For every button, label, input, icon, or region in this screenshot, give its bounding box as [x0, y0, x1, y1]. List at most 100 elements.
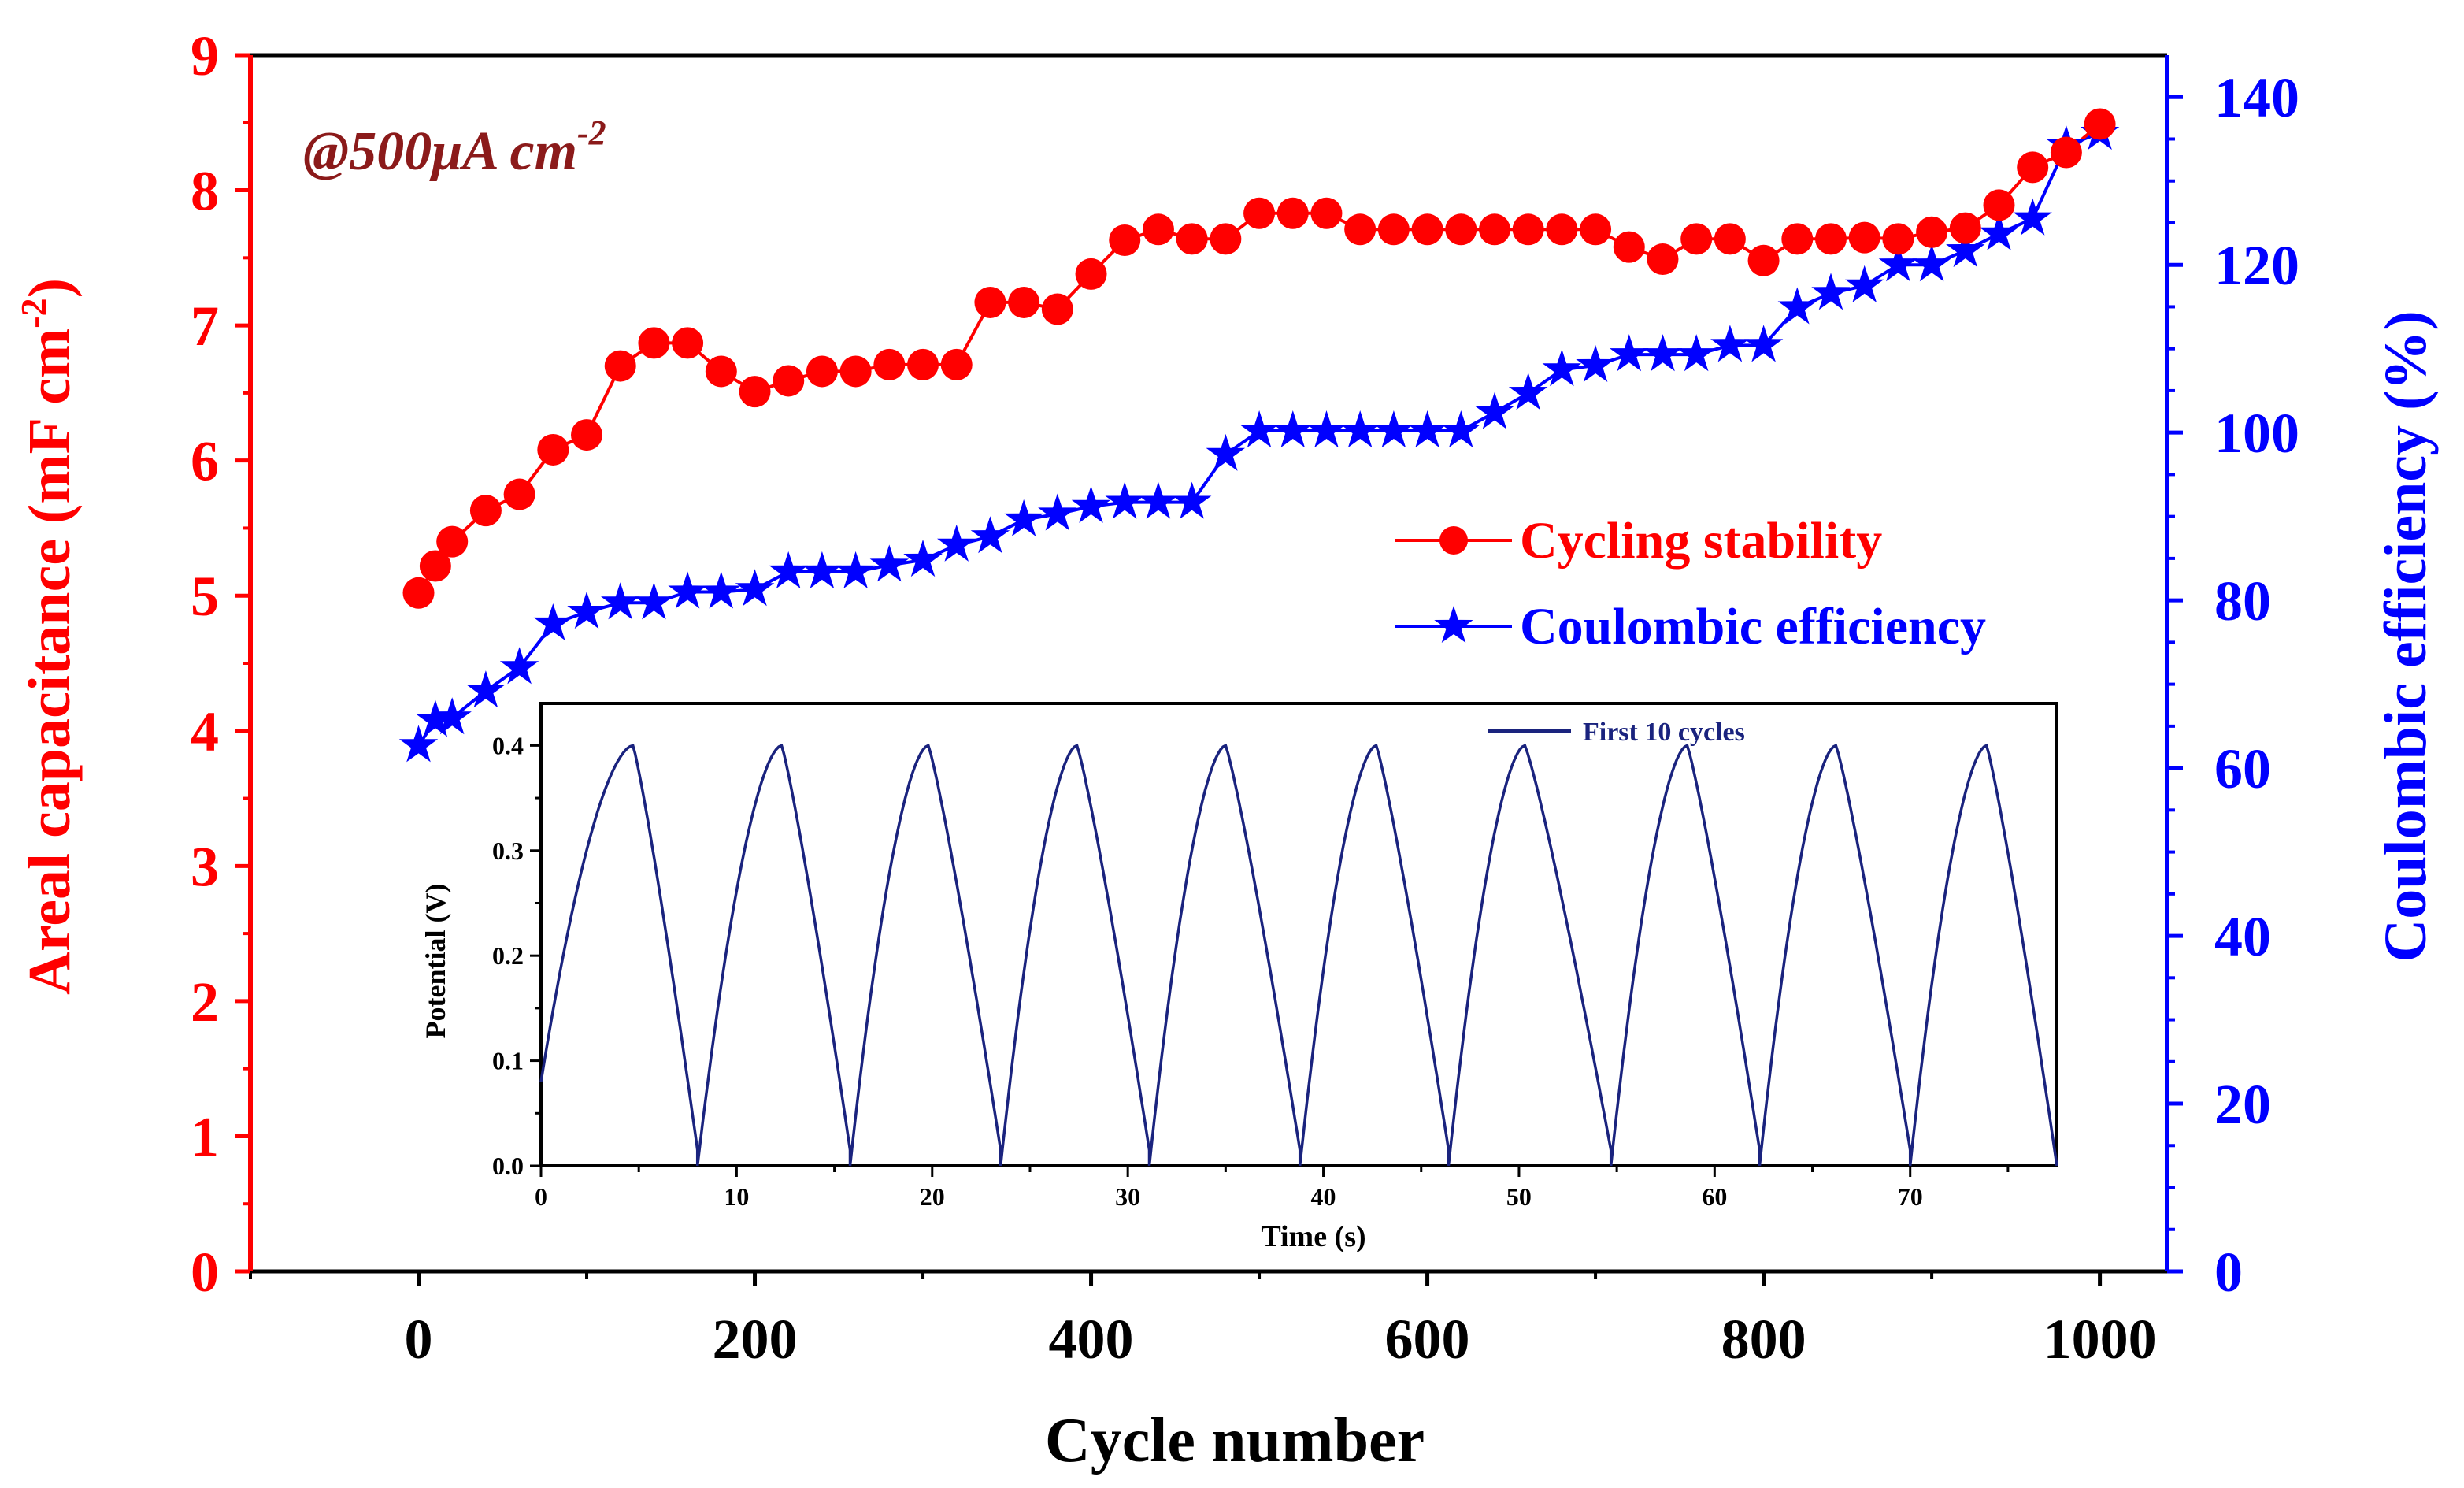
data-point-cycling-stability	[1344, 213, 1377, 246]
data-point-cycling-stability	[1377, 213, 1410, 246]
data-point-coulombic-efficiency	[1576, 345, 1615, 382]
data-point-coulombic-efficiency	[432, 697, 472, 735]
data-point-coulombic-efficiency	[769, 551, 808, 588]
data-point-coulombic-efficiency	[1979, 213, 2019, 250]
data-point-cycling-stability	[1478, 213, 1510, 246]
data-point-coulombic-efficiency	[1374, 410, 1414, 448]
data-point-coulombic-efficiency	[1677, 334, 1716, 372]
data-point-cycling-stability	[1714, 223, 1746, 255]
data-point-cycling-stability	[1075, 258, 1107, 290]
data-point-cycling-stability	[974, 286, 1006, 318]
x-tick-label: 600	[1385, 1308, 1470, 1371]
data-point-coulombic-efficiency	[1340, 410, 1380, 448]
y-left-axis-title: Areal capacitance (mF cm-2)	[13, 278, 83, 995]
data-point-cycling-stability	[1916, 216, 1948, 248]
data-point-coulombic-efficiency	[1610, 334, 1649, 372]
y-right-tick-label: 20	[2214, 1073, 2271, 1136]
data-point-coulombic-efficiency	[634, 582, 674, 620]
inset-chart: 0 10 20 30 40 50 60 70 0.0 0.1 0.2 0.3 0.4 First 10 …	[420, 702, 2058, 1253]
inset-x-tick-label: 30	[1115, 1182, 1140, 1211]
y-right-tick-label: 60	[2214, 737, 2271, 800]
data-point-cycling-stability	[1546, 213, 1578, 246]
data-point-coulombic-efficiency	[1845, 265, 1884, 302]
data-point-coulombic-efficiency	[1777, 287, 1817, 325]
inset-x-tick-label: 60	[1702, 1182, 1727, 1211]
y-left-tick-label: 5	[191, 565, 219, 628]
data-point-coulombic-efficiency	[1139, 481, 1178, 519]
data-point-cycling-stability	[1142, 213, 1174, 246]
inset-series-first-10-cycles	[539, 743, 2058, 1167]
data-point-cycling-stability	[773, 365, 805, 397]
data-point-cycling-stability	[1512, 213, 1544, 246]
y-right-axis-title: Coulombic efficiency (%)	[2373, 310, 2439, 962]
data-point-coulombic-efficiency	[1508, 373, 1548, 410]
series-line-cycling-stability	[417, 122, 2101, 594]
data-point-cycling-stability	[1882, 223, 1914, 255]
data-point-cycling-stability	[1210, 223, 1242, 255]
data-point-coulombic-efficiency	[1306, 410, 1347, 448]
data-point-cycling-stability	[839, 355, 872, 388]
data-point-cycling-stability	[705, 355, 737, 388]
data-point-cycling-stability	[940, 348, 973, 380]
legend-label-cycling-stability: Cycling stability	[1520, 512, 1882, 570]
inset-background	[539, 702, 2058, 1167]
y-left-tick-label: 8	[191, 160, 219, 223]
data-point-cycling-stability	[537, 433, 569, 466]
data-point-cycling-stability	[1680, 223, 1713, 255]
data-point-cycling-stability	[806, 355, 838, 388]
main-marks	[398, 108, 2120, 763]
y-left-tick-label: 6	[191, 430, 219, 493]
x-tick-label: 1000	[2043, 1308, 2157, 1371]
data-point-cycling-stability	[1243, 197, 1276, 229]
data-point-coulombic-efficiency	[1206, 433, 1246, 471]
inset-y-tick-label: 0.0	[492, 1152, 524, 1180]
data-point-coulombic-efficiency	[1743, 325, 1784, 362]
y-right-tick-label: 100	[2214, 402, 2299, 465]
data-point-cycling-stability	[638, 327, 670, 359]
data-point-coulombic-efficiency	[1239, 410, 1279, 448]
y-left-tick-label: 2	[191, 970, 219, 1033]
inset-x-tick-label: 70	[1898, 1182, 1923, 1211]
inset-y-axis-title: Potential (V)	[420, 884, 451, 1039]
data-point-cycling-stability	[2050, 136, 2082, 169]
data-point-coulombic-efficiency	[1038, 493, 1077, 531]
y-right-tick-label: 40	[2214, 905, 2271, 968]
x-tick-label: 400	[1049, 1308, 1134, 1371]
data-point-coulombic-efficiency	[970, 516, 1010, 554]
data-point-cycling-stability	[739, 376, 771, 408]
annotation-superscript: -2	[577, 113, 606, 152]
data-point-coulombic-efficiency	[1946, 230, 1985, 268]
y-left-tick-label: 4	[191, 700, 219, 763]
data-point-coulombic-efficiency	[567, 592, 606, 629]
legend-marker-coulombic-efficiency	[1434, 606, 1473, 643]
data-point-cycling-stability	[1411, 213, 1443, 246]
data-point-coulombic-efficiency	[1710, 325, 1750, 362]
data-point-cycling-stability	[469, 495, 502, 527]
data-point-cycling-stability	[1613, 231, 1645, 263]
y-left-tick-label: 9	[191, 24, 219, 87]
inset-x-tick-label: 0	[535, 1182, 547, 1211]
y-left-tick-label: 3	[191, 835, 219, 898]
data-point-cycling-stability	[1747, 244, 1780, 276]
inset-x-tick-label: 50	[1506, 1182, 1532, 1211]
data-point-coulombic-efficiency	[416, 699, 455, 737]
inset-x-tick-label: 40	[1311, 1182, 1336, 1211]
data-point-cycling-stability	[402, 577, 435, 609]
annotation-text: @500μA cm-2	[303, 113, 606, 182]
data-point-coulombic-efficiency	[466, 670, 506, 708]
data-point-coulombic-efficiency	[802, 551, 842, 588]
data-point-cycling-stability	[1814, 223, 1847, 255]
x-tick-label: 200	[713, 1308, 798, 1371]
inset-y-tick-label: 0.3	[492, 837, 524, 865]
data-point-coulombic-efficiency	[2013, 198, 2052, 236]
y-left-tick-label: 7	[191, 295, 219, 358]
data-point-coulombic-efficiency	[735, 569, 775, 607]
data-point-cycling-stability	[1580, 213, 1612, 246]
data-point-cycling-stability	[419, 550, 451, 582]
inset-y-tick-label: 0.1	[492, 1047, 524, 1075]
data-point-coulombic-efficiency	[668, 571, 707, 609]
data-point-coulombic-efficiency	[1441, 410, 1480, 448]
data-point-coulombic-efficiency	[903, 540, 943, 577]
data-point-cycling-stability	[503, 478, 535, 510]
data-point-coulombic-efficiency	[1643, 334, 1683, 372]
